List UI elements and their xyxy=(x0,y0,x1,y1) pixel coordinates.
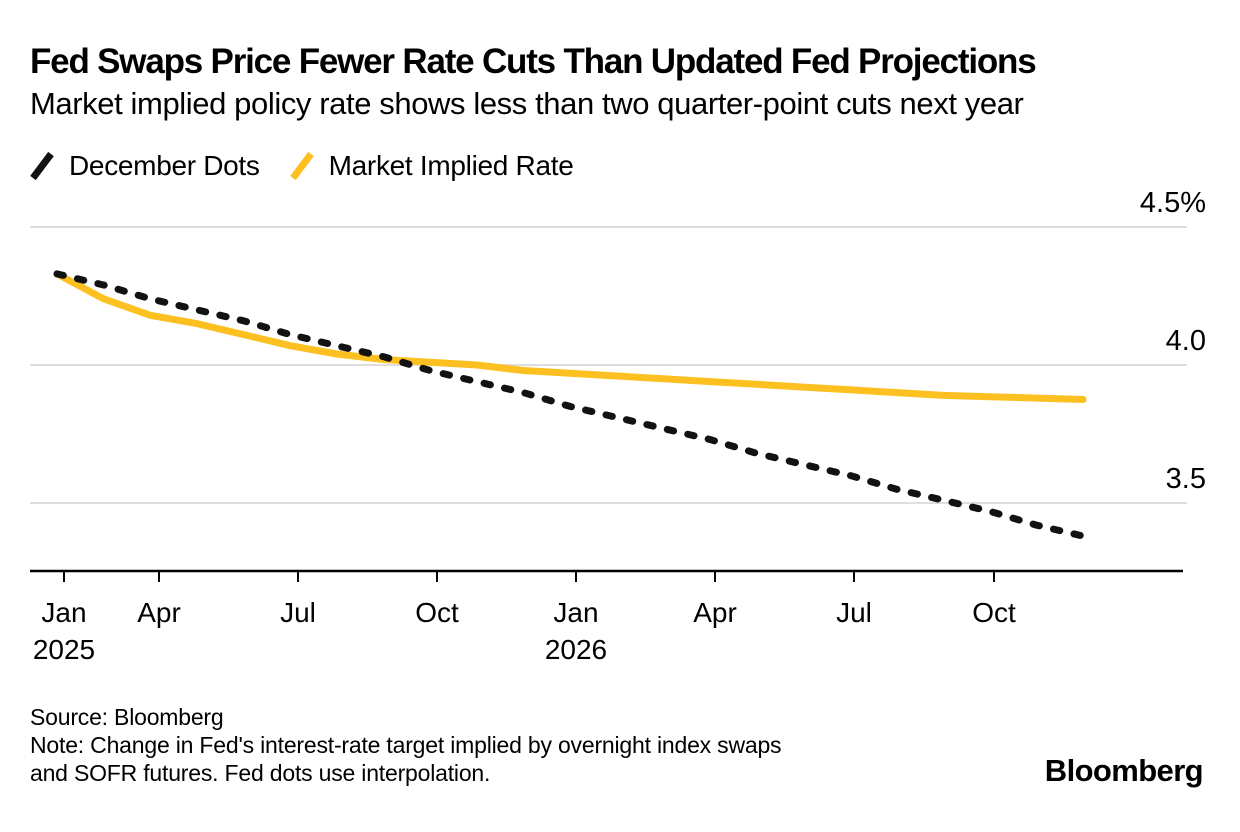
series-line-market-implied-rate xyxy=(53,270,1087,403)
x-axis-label-1: Apr xyxy=(137,597,181,628)
legend-item-december-dots: December Dots xyxy=(28,147,260,185)
legend-label-market-implied-rate: Market Implied Rate xyxy=(328,150,574,181)
chart-title: Fed Swaps Price Fewer Rate Cuts Than Upd… xyxy=(30,42,1037,81)
bloomberg-logo: Bloomberg xyxy=(1044,753,1204,788)
december-dots-slash-icon xyxy=(30,151,54,181)
x-axis-label-7: Oct xyxy=(972,597,1016,628)
y-axis-label-4.5%: 4.5% xyxy=(1140,187,1206,219)
x-axis-label-2: Jul xyxy=(280,597,316,628)
x-axis-label-5: Apr xyxy=(693,597,737,628)
x-axis-label-0: Jan xyxy=(41,597,86,628)
legend: December Dots Market Implied Rate xyxy=(28,147,574,185)
legend-item-market-implied-rate: Market Implied Rate xyxy=(288,147,574,185)
chart-subtitle: Market implied policy rate shows less th… xyxy=(30,86,1024,121)
market-implied-rate-slash-icon xyxy=(289,151,314,181)
x-axis-label-6: Jul xyxy=(836,597,872,628)
plot-area: 4.5% 4.0 3.5 Jan Apr Jul Oct Jan Apr Jul Oct 2025 20… xyxy=(30,187,1206,665)
y-axis-label-4.0: 4.0 xyxy=(1166,325,1206,357)
note-line-1: Note: Change in Fed's interest-rate targ… xyxy=(30,732,782,758)
x-axis-year-2026: 2026 xyxy=(545,634,607,665)
source-line: Source: Bloomberg xyxy=(30,704,224,730)
x-axis-label-3: Oct xyxy=(415,597,459,628)
x-axis-label-4: Jan xyxy=(553,597,598,628)
series-line-december-dots xyxy=(53,270,1087,540)
legend-label-december-dots: December Dots xyxy=(69,150,260,181)
y-axis-label-3.5: 3.5 xyxy=(1166,463,1206,495)
chart-footnotes: Source: Bloomberg Note: Change in Fed's … xyxy=(30,703,782,787)
x-axis-year-2025: 2025 xyxy=(33,634,95,665)
note-line-2: and SOFR futures. Fed dots use interpola… xyxy=(30,760,491,786)
